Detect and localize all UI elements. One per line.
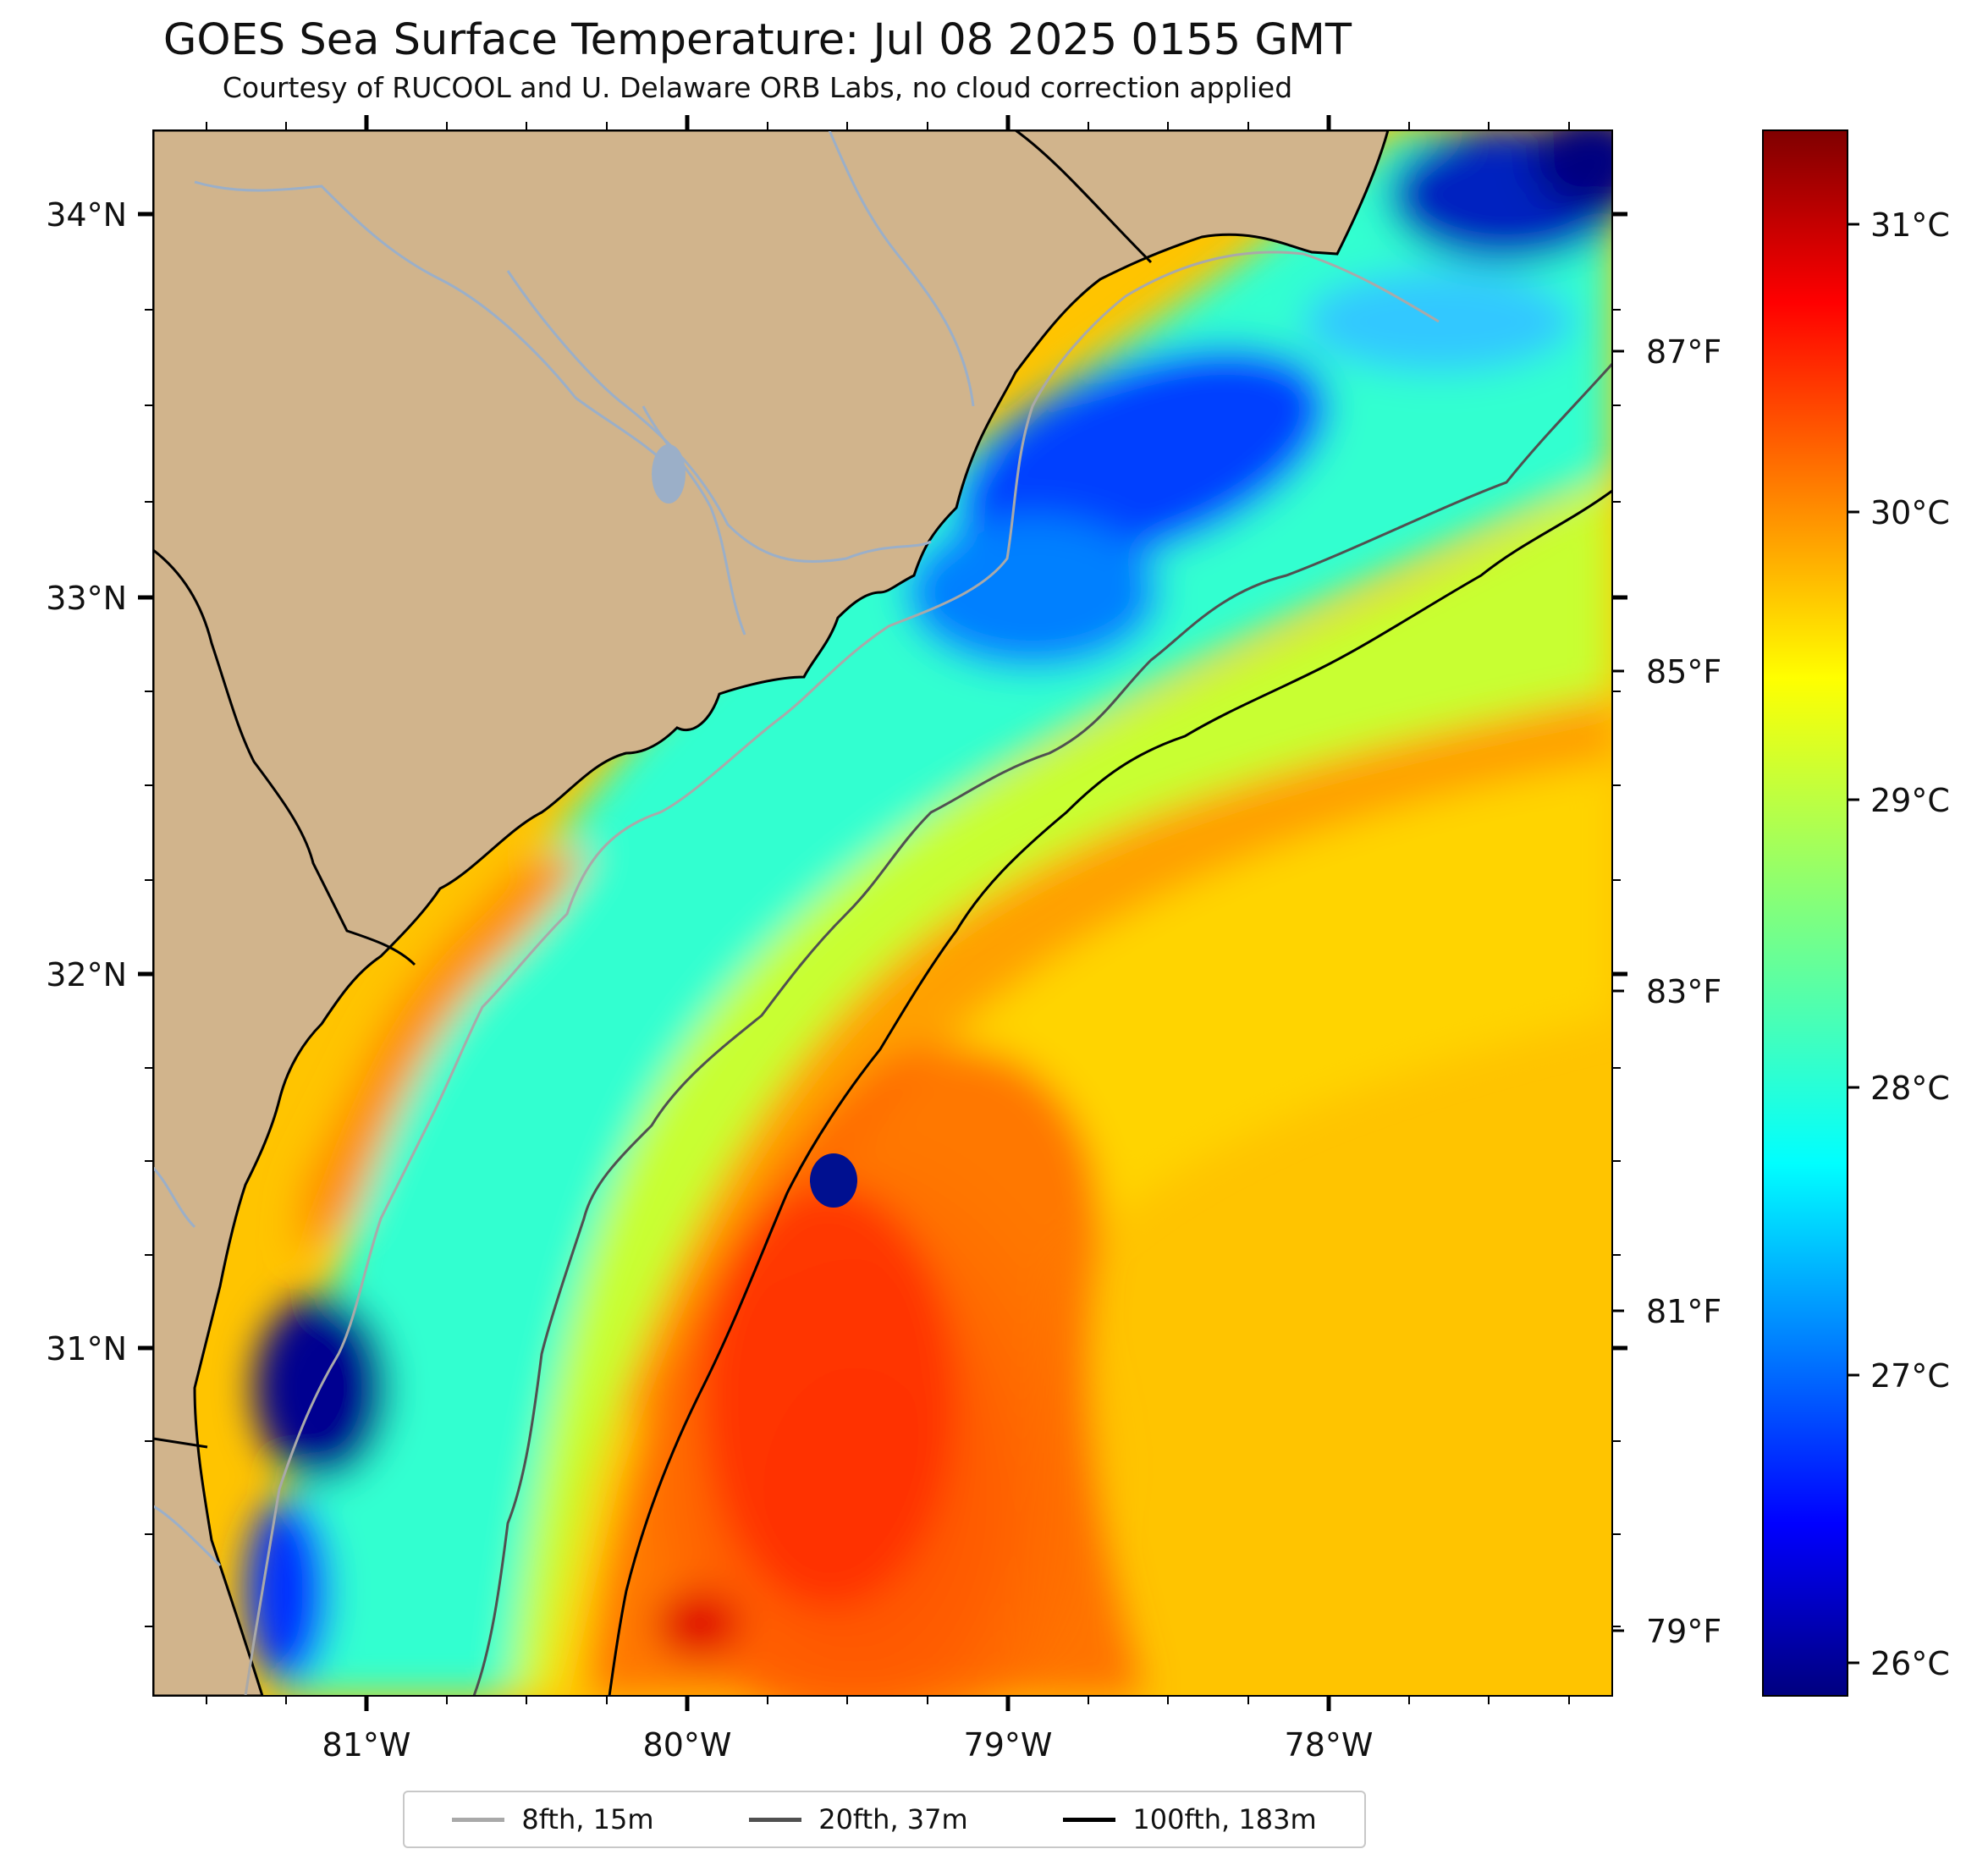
lat-label-34n: 34°N <box>46 196 127 234</box>
legend-item-8fth: 8fth, 15m <box>452 1803 653 1835</box>
isobath-legend: 8fth, 15m 20fth, 37m 100fth, 183m <box>403 1791 1366 1848</box>
lon-label-80w: 80°W <box>643 1726 732 1764</box>
colorbar-fahrenheit-ticks <box>1612 349 1624 1632</box>
colorbar-label-30c: 30°C <box>1870 494 1950 531</box>
isobath-8fth <box>244 250 1440 1696</box>
colorbar-label-81f: 81°F <box>1646 1293 1721 1330</box>
map-subtitle: Courtesy of RUCOOL and U. Delaware ORB L… <box>222 71 1293 104</box>
lat-major-ticks <box>138 212 1627 1351</box>
lat-label-31n: 31°N <box>46 1330 127 1367</box>
legend-line-8fth <box>452 1817 505 1822</box>
lon-label-79w: 79°W <box>964 1726 1053 1764</box>
legend-label-8fth: 8fth, 15m <box>521 1803 654 1835</box>
colorbar-label-79f: 79°F <box>1646 1613 1721 1650</box>
legend-label-20fth: 20fth, 37m <box>818 1803 968 1835</box>
colorbar-label-29c: 29°C <box>1870 782 1950 819</box>
colorbar-label-85f: 85°F <box>1646 653 1721 691</box>
map-title: GOES Sea Surface Temperature: Jul 08 202… <box>162 15 1352 65</box>
lake-marion <box>652 444 686 504</box>
lon-label-78w: 78°W <box>1285 1726 1374 1764</box>
colorbar-label-26c: 26°C <box>1870 1645 1950 1682</box>
legend-line-100fth <box>1063 1817 1116 1822</box>
lat-label-33n: 33°N <box>46 580 127 617</box>
map-frame <box>152 129 1613 1697</box>
colorbar-celsius-ticks <box>1848 223 1859 1665</box>
legend-label-100fth: 100fth, 183m <box>1132 1803 1317 1835</box>
colorbar-label-87f: 87°F <box>1646 333 1721 371</box>
colorbar-label-31c: 31°C <box>1870 206 1950 244</box>
lat-label-32n: 32°N <box>46 956 127 993</box>
isobath-20fth <box>472 362 1612 1696</box>
sst-eddy <box>810 1153 857 1208</box>
sst-field <box>245 130 1612 1696</box>
legend-item-100fth: 100fth, 183m <box>1063 1803 1317 1835</box>
map-area <box>153 130 1612 1696</box>
rivers <box>153 130 975 1567</box>
colorbar <box>1762 129 1848 1697</box>
colorbar-label-83f: 83°F <box>1646 973 1721 1010</box>
colorbar-label-27c: 27°C <box>1870 1357 1950 1395</box>
lat-minor-ticks <box>145 309 1621 1627</box>
isobath-100fth <box>608 489 1612 1696</box>
legend-line-20fth <box>749 1817 802 1822</box>
state-border-nc-sc <box>1015 130 1153 264</box>
legend-item-20fth: 20fth, 37m <box>749 1803 968 1835</box>
state-border-ga-fl <box>153 1437 208 1449</box>
lon-label-81w: 81°W <box>322 1726 411 1764</box>
lon-minor-ticks <box>206 122 1570 1704</box>
lon-major-ticks <box>364 115 1331 1711</box>
land-mass <box>153 130 1390 1696</box>
colorbar-label-28c: 28°C <box>1870 1070 1950 1107</box>
state-border-sc-ga <box>153 548 416 966</box>
